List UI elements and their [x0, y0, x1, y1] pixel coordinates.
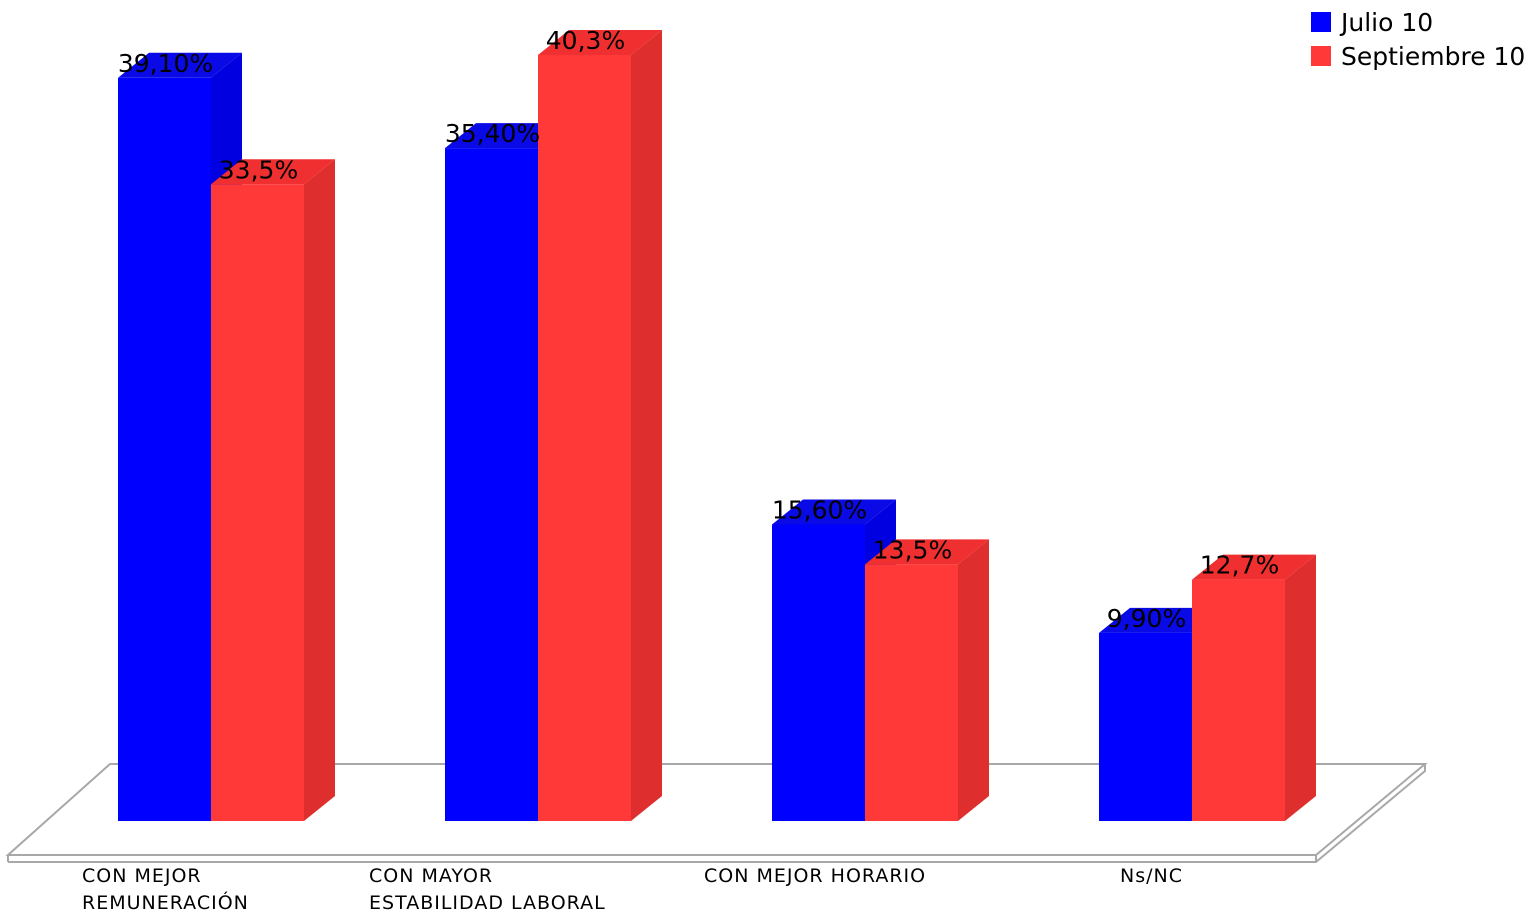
- data-label: 13,5%: [873, 535, 952, 564]
- bar-top: [118, 52, 242, 78]
- legend-label: Septiembre 10: [1341, 42, 1525, 71]
- bar-front: [1192, 579, 1285, 821]
- bars: [118, 30, 1316, 822]
- category-label: REMUNERACIÓN: [82, 890, 249, 913]
- bar-top: [1192, 554, 1316, 580]
- legend-label: Julio 10: [1339, 8, 1433, 37]
- bar-septiembre-0: [211, 159, 335, 822]
- data-labels: 39,10% 33,5% 35,40% 40,3% 15,60%13,5% 9,90% 12…: [118, 26, 1279, 633]
- bar-front: [1099, 632, 1192, 821]
- data-label: 40,3%: [546, 26, 625, 55]
- bar-front: [118, 77, 211, 821]
- bar-front: [772, 524, 865, 821]
- bar-front: [865, 564, 958, 821]
- chart-floor: [5, 763, 1428, 863]
- bar-top: [772, 499, 896, 525]
- category-labels: CON MEJOR REMUNERACIÓN CON MAYOR ESTABILIDA…: [82, 865, 1183, 914]
- bar-top: [211, 159, 335, 185]
- data-label: 33,5%: [219, 155, 298, 184]
- bar-front: [211, 184, 304, 822]
- category-label: CON MAYOR: [369, 865, 493, 887]
- category-label: ESTABILIDAD LABORAL: [369, 892, 606, 913]
- legend: Julio 10 Septiembre 10: [1311, 8, 1525, 71]
- bar-top: [865, 539, 989, 565]
- legend-swatch: [1311, 12, 1331, 32]
- data-label: 35,40%: [445, 119, 540, 148]
- bar-side: [631, 30, 662, 821]
- bar-top: [538, 30, 662, 55]
- category-label: Ns/NC: [1120, 865, 1183, 887]
- bar-septiembre-1: [538, 30, 662, 821]
- bar-front: [538, 55, 631, 821]
- bar-side: [304, 159, 335, 822]
- category-label: CON MEJOR HORARIO: [704, 865, 926, 887]
- bar-side: [958, 539, 989, 821]
- category-label: CON MEJOR: [82, 865, 202, 887]
- floor-edge: [7, 764, 1426, 863]
- bar-front: [445, 148, 538, 821]
- data-label: 15,60%: [772, 495, 867, 524]
- bar-septiembre-2: [865, 539, 989, 821]
- data-label: 9,90%: [1107, 604, 1186, 633]
- data-label: 39,10%: [118, 49, 213, 78]
- legend-swatch: [1311, 46, 1331, 66]
- data-label: 12,7%: [1200, 551, 1279, 580]
- bar-side: [1285, 554, 1316, 821]
- bar-septiembre-3: [1192, 554, 1316, 821]
